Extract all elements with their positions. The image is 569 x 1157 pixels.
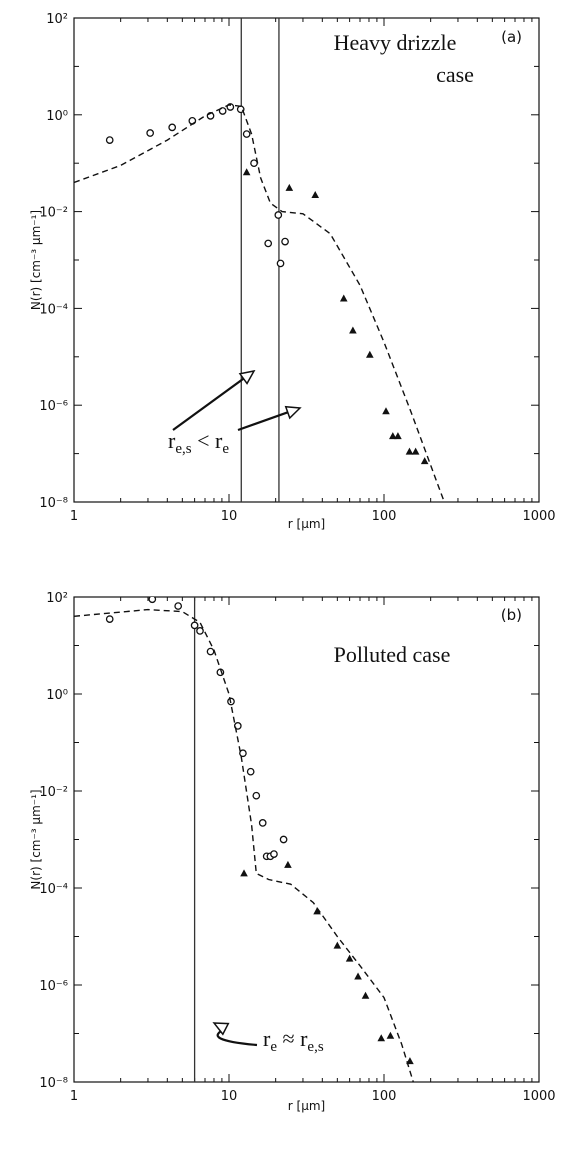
y-tick-label: 10⁻² — [39, 785, 68, 800]
data-point-circle — [105, 136, 114, 144]
plot-area — [74, 18, 446, 502]
data-point-circle — [174, 602, 183, 610]
fit-curve — [74, 104, 446, 502]
plot-frame — [73, 17, 540, 503]
data-point-triangle — [377, 1034, 386, 1042]
x-tick-label: 1000 — [522, 1089, 555, 1104]
data-point-circle — [190, 621, 199, 630]
y-axis-label: N(r) [cm⁻³ μm⁻¹] — [29, 789, 43, 889]
data-point-triangle — [361, 991, 370, 999]
data-point-triangle — [285, 183, 294, 191]
data-point-circle — [270, 850, 278, 858]
y-tick-label: 10⁻⁶ — [39, 979, 68, 994]
annotation-arrow-shaft — [172, 377, 245, 431]
y-tick-label: 10⁰ — [46, 109, 68, 124]
x-tick-label: 1 — [70, 509, 78, 524]
data-point-triangle — [366, 350, 374, 358]
annotation-arrow-head — [238, 369, 256, 385]
data-point-circle — [279, 835, 288, 844]
y-tick-label: 10⁻⁸ — [39, 1076, 68, 1091]
data-point-circle — [281, 237, 289, 246]
y-tick-label: 10⁻² — [39, 206, 68, 221]
annotation-arrow-head — [212, 1022, 230, 1036]
plot-area — [74, 597, 415, 1082]
data-point-triangle — [386, 1031, 395, 1039]
data-point-circle — [250, 159, 258, 168]
y-tick-label: 10⁻⁸ — [39, 496, 68, 511]
chart-panel-2: 1 10 100 1000 10⁻⁸ 10⁻⁶ 10⁻⁴ 10⁻² 10⁰ 10² r [μm] N(… — [29, 591, 556, 1113]
x-tick-label: 100 — [372, 1089, 397, 1104]
x-tick-label: 100 — [372, 509, 397, 524]
data-point-circle — [218, 107, 227, 115]
panel-label: (a) — [501, 28, 522, 46]
data-point-circle — [239, 749, 247, 758]
plot-frame — [73, 596, 540, 1083]
panel-title-line: case — [436, 62, 474, 87]
x-tick-label: 10 — [221, 509, 238, 524]
x-tick-label: 1 — [70, 1089, 78, 1104]
data-point-circle — [242, 130, 251, 138]
data-point-triangle — [411, 447, 420, 455]
x-axis-label: r [μm] — [288, 517, 325, 531]
data-point-circle — [276, 259, 285, 268]
data-point-circle — [148, 597, 157, 604]
y-tick-label: 10⁻⁶ — [39, 399, 68, 414]
chart-panel-1: 1 10 100 1000 10⁻⁸ 10⁻⁶ 10⁻⁴ 10⁻² 10⁰ 10² r [μm] N(… — [29, 12, 556, 531]
data-point-triangle — [242, 168, 251, 176]
data-point-circle — [246, 767, 255, 776]
data-point-circle — [168, 123, 177, 132]
annotation-formula: re,s < re — [168, 428, 229, 457]
y-axis-label: N(r) [cm⁻³ μm⁻¹] — [29, 210, 43, 310]
data-point-triangle — [345, 954, 354, 962]
data-point-triangle — [354, 972, 362, 980]
data-point-triangle — [382, 407, 390, 415]
data-point-circle — [146, 129, 155, 137]
data-point-circle — [206, 647, 215, 656]
data-point-triangle — [420, 457, 429, 465]
y-tick-label: 10⁻⁴ — [39, 882, 68, 897]
data-point-triangle — [394, 432, 402, 440]
data-point-triangle — [389, 432, 397, 440]
y-tick-label: 10⁻⁴ — [39, 302, 68, 317]
annotation-arrow-head — [284, 405, 302, 420]
y-tick-label: 10² — [46, 591, 68, 606]
x-axis-label: r [μm] — [288, 1099, 325, 1113]
data-point-circle — [196, 627, 204, 635]
data-point-circle — [258, 819, 267, 827]
annotation-arrow-shaft — [237, 411, 289, 432]
y-tick-label: 10² — [46, 12, 68, 27]
data-point-triangle — [240, 869, 248, 877]
data-point-triangle — [349, 326, 357, 334]
annotation-formula: re ≈ re,s — [263, 1026, 324, 1055]
data-point-triangle — [405, 447, 414, 455]
data-point-circle — [105, 615, 114, 623]
data-point-triangle — [406, 1057, 414, 1065]
panel-title-line: Polluted case — [334, 642, 451, 667]
data-point-triangle — [284, 860, 292, 868]
data-point-circle — [274, 211, 283, 219]
data-point-triangle — [311, 191, 320, 199]
data-point-triangle — [339, 294, 348, 302]
data-point-triangle — [333, 941, 342, 949]
data-point-circle — [252, 791, 261, 800]
x-tick-label: 10 — [221, 1089, 238, 1104]
data-point-circle — [264, 239, 273, 248]
data-point-triangle — [313, 907, 321, 915]
panel-title-line: Heavy drizzle — [334, 30, 457, 55]
y-tick-label: 10⁰ — [46, 688, 68, 703]
panel-label: (b) — [501, 606, 522, 624]
fit-curve — [74, 608, 415, 1082]
x-tick-label: 1000 — [522, 509, 555, 524]
